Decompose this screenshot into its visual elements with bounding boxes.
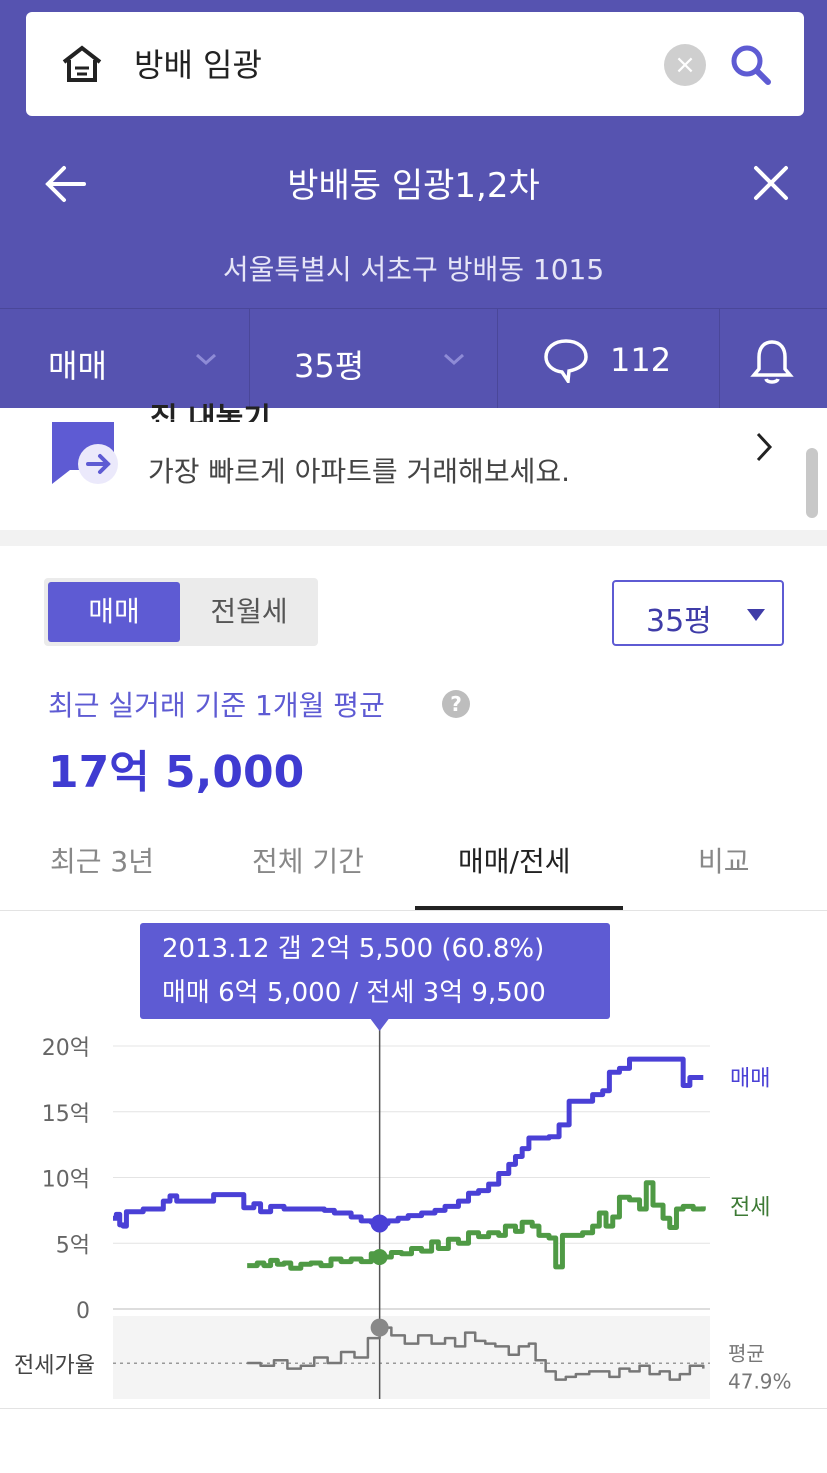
- comments-button[interactable]: 112: [498, 309, 720, 409]
- scrollbar[interactable]: [806, 448, 818, 518]
- deal-type-select[interactable]: 매매: [0, 309, 250, 409]
- page-title: 방배동 임광1,2차: [287, 166, 540, 206]
- sell-banner[interactable]: 집 내놓기 가장 빠르게 아파트를 거래해보세요.: [0, 402, 827, 530]
- y-tick-label: 15억: [42, 1102, 90, 1127]
- search-input[interactable]: 방배 임광: [134, 46, 262, 84]
- series-line-ratio: [247, 1326, 705, 1381]
- highlight-point-jeonse: [371, 1249, 388, 1266]
- caret-down-icon: [747, 609, 765, 621]
- series-line-jeonse: [247, 1180, 706, 1271]
- filter-bar: 매매 35평 112: [0, 308, 827, 409]
- help-icon[interactable]: ?: [442, 690, 470, 718]
- series-line-sale: [113, 1056, 704, 1229]
- average-price: 17억 5,000: [48, 747, 305, 798]
- size-dropdown[interactable]: 35평: [612, 580, 784, 646]
- deal-toggle: 매매 전월세: [44, 578, 318, 646]
- y-tick-label: 5억: [56, 1233, 90, 1258]
- y-tick-label: 0: [76, 1299, 90, 1324]
- tab-all-period[interactable]: 전체 기간: [252, 845, 364, 878]
- ratio-average-value: 47.9%: [728, 1369, 792, 1393]
- search-icon[interactable]: [728, 42, 774, 88]
- chevron-right-icon[interactable]: [752, 430, 776, 464]
- speech-bubble-icon: [544, 339, 588, 383]
- sell-apartment-icon: [52, 422, 118, 484]
- active-tab-indicator: [415, 906, 623, 910]
- chevron-down-icon: [196, 353, 216, 366]
- banner-subtitle: 가장 빠르게 아파트를 거래해보세요.: [148, 455, 571, 488]
- bell-icon: [750, 340, 794, 384]
- close-icon[interactable]: [748, 160, 794, 206]
- y-tick-label: 20억: [42, 1036, 90, 1061]
- section-divider: [0, 530, 827, 546]
- tab-compare[interactable]: 비교: [698, 845, 750, 878]
- average-label: 최근 실거래 기준 1개월 평균: [48, 689, 385, 722]
- size-label: 35평: [294, 347, 365, 385]
- address: 서울특별시 서초구 방배동 1015: [222, 253, 605, 286]
- toggle-rent[interactable]: 전월세: [210, 595, 288, 628]
- deal-type-label: 매매: [48, 347, 107, 385]
- ratio-average-label: 평균: [728, 1341, 765, 1365]
- size-dropdown-value: 35평: [646, 604, 712, 639]
- header: 방배 임광 × 방배동 임광1,2차 서울특별시 서초구 방배동 1015 매매…: [0, 0, 827, 409]
- tooltip-box: [140, 923, 610, 1019]
- size-select[interactable]: 35평: [250, 309, 498, 409]
- ratio-band: [113, 1316, 710, 1399]
- highlight-point-ratio: [370, 1318, 389, 1337]
- tooltip-line-1: 2013.12 갭 2억 5,500 (60.8%): [162, 934, 544, 964]
- tab-divider: [0, 910, 827, 911]
- clear-search-button[interactable]: ×: [664, 44, 706, 86]
- home-icon[interactable]: [60, 44, 104, 84]
- back-arrow-icon[interactable]: [40, 160, 90, 208]
- toggle-sale[interactable]: 매매: [48, 582, 180, 642]
- tooltip-line-2: 매매 6억 5,000 / 전세 3억 9,500: [162, 978, 546, 1008]
- tab-recent-3y[interactable]: 최근 3년: [50, 845, 154, 878]
- tab-sale-jeonse[interactable]: 매매/전세: [458, 845, 571, 878]
- series-label-sale: 매매: [730, 1067, 770, 1092]
- ratio-axis-label: 전세가율: [14, 1353, 95, 1378]
- chart-bottom-divider: [0, 1408, 827, 1409]
- price-chart[interactable]: 20억15억10억5억02006200820102012201420162018…: [0, 911, 827, 1408]
- banner-title: 집 내놓기: [150, 402, 271, 422]
- alert-button[interactable]: [720, 309, 827, 409]
- chevron-down-icon: [444, 353, 464, 366]
- search-box[interactable]: 방배 임광 ×: [26, 12, 804, 116]
- series-label-jeonse: 전세: [730, 1195, 770, 1220]
- highlight-point-sale: [370, 1214, 389, 1233]
- tooltip-pointer: [370, 1019, 389, 1031]
- comment-count: 112: [610, 341, 672, 379]
- y-tick-label: 10억: [42, 1168, 90, 1193]
